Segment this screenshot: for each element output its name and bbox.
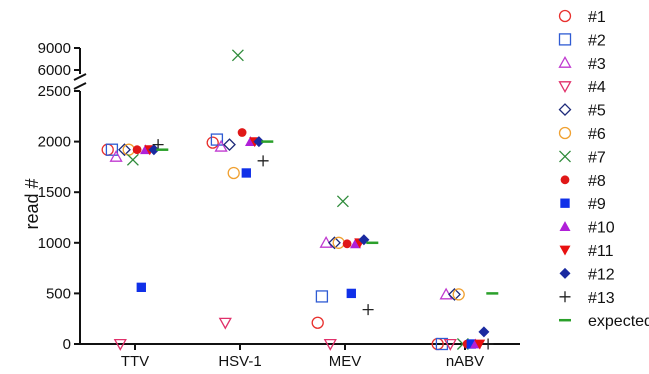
axis-break-mark xyxy=(73,73,87,81)
data-point xyxy=(350,238,361,249)
data-point xyxy=(443,338,457,351)
data-point xyxy=(210,133,224,146)
legend-label: #8 xyxy=(588,173,606,190)
data-point xyxy=(113,338,127,351)
data-point xyxy=(105,143,119,156)
legend-marker xyxy=(558,103,572,117)
legend-label: #12 xyxy=(588,266,615,283)
data-point xyxy=(101,143,114,156)
data-point xyxy=(148,144,160,156)
legend-entry: #7 xyxy=(559,149,606,166)
data-point xyxy=(253,136,265,148)
data-point xyxy=(132,145,142,155)
data-point xyxy=(323,338,337,351)
legend-label: #11 xyxy=(588,243,614,260)
axes: 0 500 1000 1500 2000 2500 6000 9000 TTV HSV-1 MEV n… xyxy=(22,40,520,370)
legend-marker xyxy=(558,9,572,23)
legend-label: #3 xyxy=(588,56,606,73)
data-point xyxy=(227,166,240,180)
data-point xyxy=(223,138,236,152)
legend-entry: #10 xyxy=(559,220,615,237)
legend-marker xyxy=(559,150,571,163)
legend-entry: #13 xyxy=(559,290,615,307)
data-point xyxy=(478,326,490,338)
legend-entry: #2 xyxy=(558,32,606,49)
legend-label: #2 xyxy=(588,32,606,49)
x-tick-label: TTV xyxy=(121,353,149,370)
data-point xyxy=(231,49,244,62)
axis-break-mark xyxy=(73,82,87,90)
data-point xyxy=(474,339,486,350)
legend: #1 #2 #3 #4 #5 #6 #7 #8 #9 #10 #11 #12 #13 expected xyxy=(558,9,649,330)
data-point xyxy=(241,168,251,178)
data-point xyxy=(237,128,247,137)
y-tick-label: 2500 xyxy=(38,83,71,100)
data-point xyxy=(311,316,324,329)
legend-entry: #5 xyxy=(558,103,606,120)
data-point xyxy=(118,143,131,157)
legend-marker xyxy=(560,175,570,185)
data-points xyxy=(101,49,499,351)
data-point xyxy=(332,236,345,249)
legend-marker xyxy=(558,126,572,140)
legend-marker xyxy=(558,55,572,68)
legend-marker xyxy=(558,33,572,46)
data-point xyxy=(362,304,374,316)
y-tick-label: 0 xyxy=(63,336,71,353)
data-point xyxy=(206,136,219,149)
legend-label: #7 xyxy=(588,149,606,166)
data-point xyxy=(122,143,135,156)
data-point xyxy=(257,155,269,167)
data-point xyxy=(346,288,356,299)
legend-label: #4 xyxy=(588,79,606,96)
data-point xyxy=(336,195,349,208)
legend-entry: #4 xyxy=(558,79,606,96)
x-tick-label: MEV xyxy=(329,353,362,370)
data-point xyxy=(109,149,123,162)
y-tick-label: 500 xyxy=(46,285,71,302)
data-point xyxy=(214,139,228,152)
data-point xyxy=(126,153,139,166)
x-tick-label: nABV xyxy=(446,353,484,370)
data-point xyxy=(482,338,494,350)
legend-entry: #6 xyxy=(558,126,606,143)
data-point xyxy=(218,317,232,330)
y-tick-label: 2000 xyxy=(38,134,71,151)
legend-entry: expected xyxy=(559,313,649,330)
data-point xyxy=(328,236,341,250)
y-axis-title: read # xyxy=(22,178,42,229)
legend-marker xyxy=(559,221,571,231)
legend-entry: #3 xyxy=(558,55,606,73)
legend-marker xyxy=(559,291,571,303)
legend-entry: #11 xyxy=(559,243,614,260)
y-tick-label: 6000 xyxy=(38,62,71,79)
legend-label: #13 xyxy=(588,290,615,307)
legend-label: #10 xyxy=(588,220,615,237)
legend-entry: #8 xyxy=(560,173,606,190)
legend-marker xyxy=(559,245,571,256)
legend-entry: #9 xyxy=(560,196,606,213)
legend-marker xyxy=(559,267,571,279)
x-tick-label: HSV-1 xyxy=(218,353,261,370)
data-point xyxy=(466,339,476,349)
y-tick-label: 1500 xyxy=(38,184,71,201)
data-point xyxy=(452,288,465,301)
legend-label: #6 xyxy=(588,126,606,143)
data-point xyxy=(315,290,329,303)
legend-label: #5 xyxy=(588,103,606,120)
y-tick-label: 9000 xyxy=(38,40,71,57)
y-tick-label: 1000 xyxy=(38,235,71,252)
legend-marker xyxy=(558,81,572,94)
legend-marker xyxy=(560,198,570,208)
data-point xyxy=(342,239,352,249)
legend-entry: #12 xyxy=(559,266,615,283)
legend-entry: #1 xyxy=(558,9,606,26)
data-point xyxy=(152,139,164,151)
legend-label: #9 xyxy=(588,196,606,213)
legend-label: #1 xyxy=(588,9,606,26)
data-point xyxy=(136,282,146,293)
legend-label: expected xyxy=(588,313,649,330)
data-point xyxy=(448,287,461,301)
